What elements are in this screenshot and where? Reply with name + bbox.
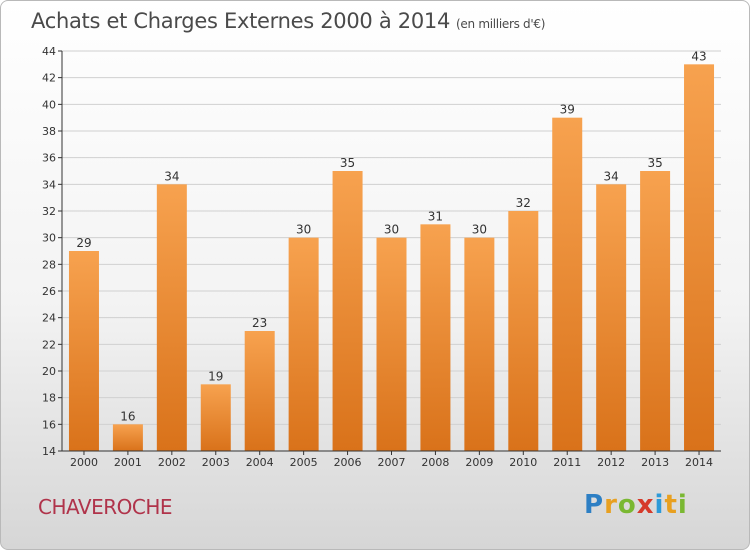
x-tick-label: 2010 [509,456,537,469]
data-label: 35 [647,156,662,170]
chart-title: Achats et Charges Externes 2000 à 2014 (e… [31,9,545,33]
x-tick-label: 2013 [641,456,669,469]
y-tick-label: 38 [42,125,56,138]
bar [552,117,583,452]
x-tick-label: 2003 [202,456,230,469]
data-label: 30 [384,223,399,237]
x-tick-label: 2002 [158,456,186,469]
brand-letter: x [636,490,655,520]
data-label: 34 [604,169,619,183]
data-label: 34 [164,169,179,183]
bar [684,64,715,452]
brand-letter: t [664,490,678,520]
y-tick-label: 16 [42,418,56,431]
y-tick-label: 44 [42,45,56,58]
bar [156,184,187,452]
x-tick-label: 2008 [421,456,449,469]
brand-letter: o [617,490,637,520]
x-tick-label: 2009 [465,456,493,469]
bar [288,237,319,451]
x-tick-label: 2007 [378,456,406,469]
brand-letter: r [604,490,618,520]
data-label: 39 [560,103,575,117]
brand-logo: Proxiti [584,490,688,520]
data-label: 30 [472,223,487,237]
bar [112,424,143,451]
bar [508,211,539,451]
x-tick-label: 2004 [246,456,274,469]
y-tick-label: 20 [42,365,56,378]
data-label: 23 [252,316,267,330]
subtitle-text: (en milliers d'€) [456,17,546,31]
bar [420,224,451,451]
brand-letter: i [654,490,665,520]
bar [68,251,99,451]
x-tick-label: 2011 [553,456,581,469]
y-tick-label: 42 [42,72,56,85]
bar [596,184,627,452]
data-label: 32 [516,196,531,210]
y-tick-label: 22 [42,338,56,351]
bar [332,171,363,451]
bar [376,237,407,451]
y-tick-label: 34 [42,178,56,191]
title-text: Achats et Charges Externes 2000 à 2014 [31,9,451,33]
y-tick-label: 14 [42,445,56,458]
y-tick-label: 26 [42,285,56,298]
x-tick-label: 2005 [290,456,318,469]
brand-letter: i [677,490,688,520]
bar [200,384,231,451]
x-tick-label: 2014 [685,456,713,469]
bar [244,331,275,451]
data-label: 16 [120,409,135,423]
data-label: 31 [428,209,443,223]
data-label: 43 [691,49,706,63]
data-label: 30 [296,223,311,237]
y-tick-label: 40 [42,98,56,111]
data-label: 19 [208,369,223,383]
y-tick-label: 30 [42,232,56,245]
y-tick-label: 18 [42,392,56,405]
x-tick-label: 2001 [114,456,142,469]
town-name: CHAVEROCHE [38,495,173,519]
x-tick-label: 2006 [334,456,362,469]
brand-letter: P [584,490,605,520]
bar [464,237,495,451]
x-tick-label: 2012 [597,456,625,469]
y-tick-label: 36 [42,152,56,165]
bar [640,171,671,451]
x-tick-label: 2000 [70,456,98,469]
data-label: 35 [340,156,355,170]
y-tick-label: 24 [42,312,56,325]
y-tick-label: 28 [42,258,56,271]
data-label: 29 [76,236,91,250]
y-tick-label: 32 [42,205,56,218]
